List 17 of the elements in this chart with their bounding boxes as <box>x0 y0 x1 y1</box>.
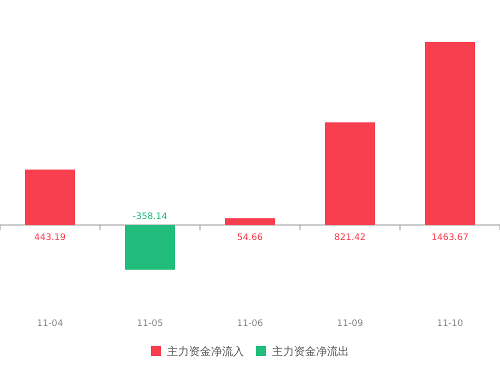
bar <box>125 225 175 270</box>
bar <box>225 218 275 225</box>
data-label: 821.42 <box>334 233 366 243</box>
data-label: 1463.67 <box>431 233 469 243</box>
data-label: 443.19 <box>34 233 66 243</box>
legend-label: 主力资金净流出 <box>272 345 349 358</box>
data-label: -358.14 <box>132 212 168 222</box>
x-tick-label: 11-06 <box>236 319 264 329</box>
x-tick-label: 11-05 <box>136 319 164 329</box>
bar <box>25 170 75 225</box>
x-tick-label: 11-09 <box>336 319 364 329</box>
bar <box>425 42 475 225</box>
bar <box>325 122 375 225</box>
legend-label: 主力资金净流入 <box>167 345 244 358</box>
x-tick-label: 11-04 <box>36 319 64 329</box>
data-label: 54.66 <box>237 233 264 243</box>
x-tick-label: 11-10 <box>436 319 464 329</box>
